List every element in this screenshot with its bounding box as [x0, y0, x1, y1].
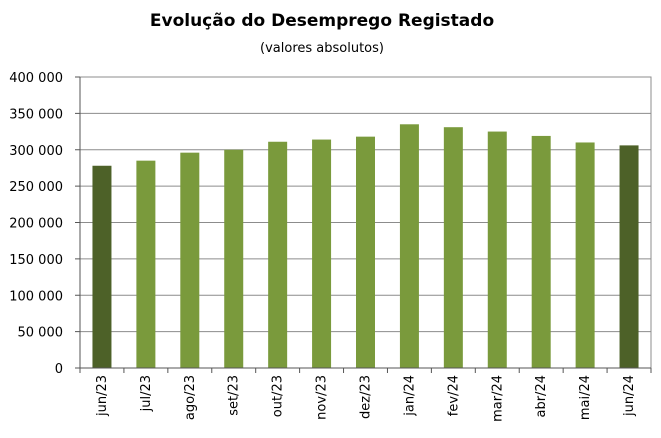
bar — [531, 135, 551, 368]
x-tick-label: out/23 — [271, 375, 286, 417]
bar — [312, 139, 332, 368]
y-tick-label: 100 000 — [9, 289, 63, 304]
x-tick-label: set/23 — [227, 375, 242, 416]
y-tick-label: 350 000 — [9, 107, 63, 122]
bar — [443, 127, 463, 368]
bar — [180, 152, 200, 368]
y-tick-label: 200 000 — [9, 217, 63, 232]
y-axis: 0 50 000 100 000 150 000 200 000 250 000 300 0… — [9, 71, 81, 377]
bar — [268, 141, 288, 368]
x-tick-label: nov/23 — [315, 375, 330, 420]
bar-series — [92, 124, 639, 368]
x-tick-label: jun/23 — [95, 375, 110, 417]
x-tick-label: ago/23 — [183, 375, 198, 420]
y-tick-label: 300 000 — [9, 144, 63, 159]
y-tick-label: 400 000 — [9, 71, 63, 86]
y-tick-label: 50 000 — [18, 326, 64, 341]
bar — [224, 149, 244, 368]
y-tick-label: 150 000 — [9, 253, 63, 268]
bar — [92, 165, 112, 368]
x-tick-label: mai/24 — [578, 375, 593, 420]
x-tick-label: fev/24 — [446, 375, 461, 416]
bar — [619, 145, 639, 368]
x-tick-label: abr/24 — [534, 375, 549, 418]
bar — [136, 160, 156, 368]
bar — [356, 136, 375, 368]
x-tick-label: mar/24 — [490, 375, 505, 422]
y-tick-label: 0 — [55, 362, 63, 377]
bar — [575, 142, 595, 368]
chart-title: Evolução do Desemprego Registado — [150, 11, 494, 31]
bar — [487, 131, 507, 368]
y-tick-label: 250 000 — [9, 180, 63, 195]
x-tick-label: jun/24 — [622, 375, 637, 417]
x-axis: jun/23 jul/23 ago/23 set/23 out/23 nov/23 dez/… — [79, 367, 652, 422]
x-tick-label: jan/24 — [402, 375, 417, 417]
x-tick-label: jul/23 — [139, 375, 154, 412]
bar — [399, 124, 419, 368]
x-tick-label: dez/23 — [359, 375, 374, 419]
chart-subtitle: (valores absolutos) — [260, 41, 384, 56]
